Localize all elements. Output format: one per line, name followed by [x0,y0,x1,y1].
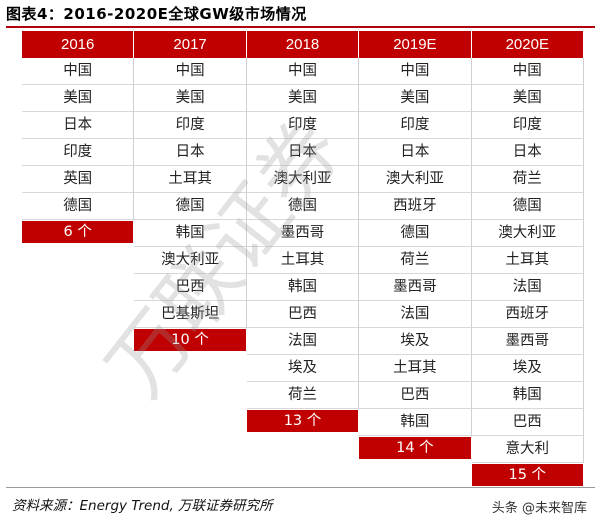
market-cell: 日本 [134,139,247,166]
market-cell: 德国 [134,193,247,220]
market-cell: 美国 [471,85,584,112]
market-cell: 中国 [134,58,247,85]
market-cell: 澳大利亚 [134,247,247,274]
market-cell: 日本 [246,139,360,166]
market-cell: 德国 [359,220,472,247]
market-cell: 印度 [22,139,135,166]
market-cell: 德国 [471,193,584,220]
market-cell: 埃及 [359,328,472,355]
page-title: 图表4：2016-2020E全球GW级市场情况 [6,5,307,23]
market-cell: 澳大利亚 [246,166,360,193]
market-cell: 巴基斯坦 [134,301,247,328]
market-cell: 美国 [359,85,472,112]
column-2016: 2016 中国 美国 日本 印度 英国 德国 6 个 [22,31,135,243]
market-count: 6 个 [22,221,135,243]
market-cell: 中国 [246,58,360,85]
column-2019e: 2019E 中国 美国 印度 日本 澳大利亚 西班牙 德国 荷兰 墨西哥 法国 埃及 土耳其 巴西 韩国 14… [359,31,472,459]
market-cell: 墨西哥 [471,328,584,355]
market-cell: 中国 [471,58,584,85]
market-cell: 埃及 [246,355,360,382]
market-cell: 澳大利亚 [471,220,584,247]
market-cell: 澳大利亚 [359,166,472,193]
market-cell: 中国 [22,58,135,85]
market-cell: 法国 [359,301,472,328]
market-cell: 西班牙 [471,301,584,328]
column-header: 2020E [471,31,584,58]
column-2018: 2018 中国 美国 印度 日本 澳大利亚 德国 墨西哥 土耳其 韩国 巴西 法国 埃及 荷兰 13 个 [246,31,360,432]
market-cell: 巴西 [471,409,584,436]
market-cell: 印度 [471,112,584,139]
market-cell: 埃及 [471,355,584,382]
market-cell: 法国 [246,328,360,355]
market-cell: 美国 [22,85,135,112]
market-cell: 土耳其 [359,355,472,382]
market-cell: 印度 [359,112,472,139]
market-cell: 法国 [471,274,584,301]
market-cell: 墨西哥 [359,274,472,301]
column-header: 2019E [359,31,472,58]
market-cell: 日本 [359,139,472,166]
market-cell: 德国 [22,193,135,220]
market-cell: 荷兰 [246,382,360,409]
market-cell: 荷兰 [471,166,584,193]
market-cell: 印度 [246,112,360,139]
market-cell: 巴西 [134,274,247,301]
column-header: 2017 [134,31,247,58]
market-count: 13 个 [246,410,360,432]
market-cell: 美国 [246,85,360,112]
market-cell: 中国 [359,58,472,85]
market-cell: 意大利 [471,436,584,463]
source-note: 资料来源：Energy Trend, 万联证券研究所 [12,498,273,514]
publisher-badge: 头条 @未来智库 [491,501,587,516]
market-cell: 英国 [22,166,135,193]
market-cell: 巴西 [359,382,472,409]
top-rule [6,26,595,28]
market-count: 15 个 [471,464,584,486]
market-cell: 韩国 [359,409,472,436]
market-cell: 日本 [471,139,584,166]
market-cell: 巴西 [246,301,360,328]
column-2017: 2017 中国 美国 印度 日本 土耳其 德国 韩国 澳大利亚 巴西 巴基斯坦 10 个 [134,31,247,351]
market-cell: 美国 [134,85,247,112]
market-cell: 荷兰 [359,247,472,274]
market-cell: 韩国 [134,220,247,247]
market-cell: 韩国 [471,382,584,409]
column-header: 2016 [22,31,135,58]
market-cell: 印度 [134,112,247,139]
market-cell: 西班牙 [359,193,472,220]
market-cell: 墨西哥 [246,220,360,247]
market-cell: 土耳其 [246,247,360,274]
market-cell: 德国 [246,193,360,220]
column-header: 2018 [246,31,360,58]
market-cell: 土耳其 [134,166,247,193]
bottom-rule [6,487,595,488]
market-count: 10 个 [134,329,247,351]
column-2020e: 2020E 中国 美国 印度 日本 荷兰 德国 澳大利亚 土耳其 法国 西班牙 墨西哥 埃及 韩国 巴西 意大… [471,31,584,486]
market-cell: 韩国 [246,274,360,301]
market-cell: 土耳其 [471,247,584,274]
market-count: 14 个 [359,437,472,459]
market-cell: 日本 [22,112,135,139]
